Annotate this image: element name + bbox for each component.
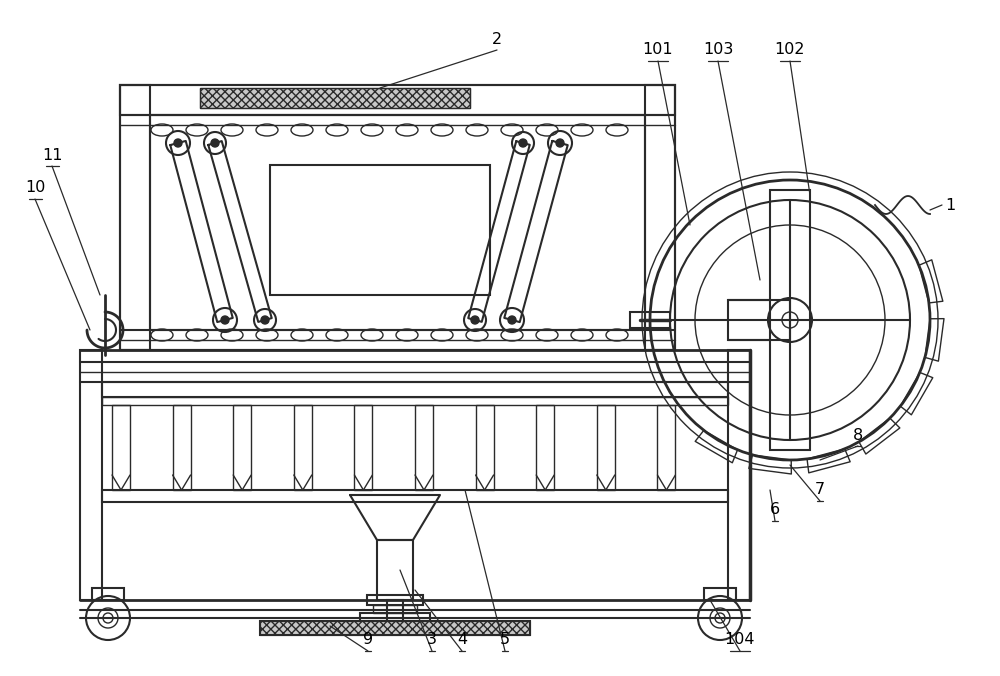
Bar xyxy=(200,88,470,108)
Bar xyxy=(387,600,403,630)
Bar xyxy=(377,540,413,600)
Bar xyxy=(102,397,728,405)
Circle shape xyxy=(556,139,564,147)
Bar xyxy=(354,405,372,490)
Bar xyxy=(260,621,530,635)
Bar xyxy=(630,312,670,328)
Circle shape xyxy=(211,139,219,147)
Bar xyxy=(80,350,102,600)
Bar xyxy=(415,405,433,490)
Text: 103: 103 xyxy=(703,43,733,57)
Text: 104: 104 xyxy=(725,633,755,648)
Bar xyxy=(120,85,675,350)
Bar xyxy=(657,405,675,490)
Text: 9: 9 xyxy=(363,633,373,648)
Circle shape xyxy=(471,316,479,324)
Bar xyxy=(233,405,251,490)
Bar xyxy=(294,405,312,490)
Text: 2: 2 xyxy=(492,32,502,47)
Circle shape xyxy=(508,316,516,324)
Bar xyxy=(597,405,615,490)
Text: 6: 6 xyxy=(770,502,780,518)
Circle shape xyxy=(519,139,527,147)
Text: 8: 8 xyxy=(853,427,863,443)
Bar xyxy=(150,115,645,330)
Bar xyxy=(102,382,728,397)
Bar xyxy=(112,405,130,490)
Bar xyxy=(645,85,675,350)
Bar xyxy=(120,85,150,350)
Text: 4: 4 xyxy=(457,633,467,648)
Bar xyxy=(173,405,191,490)
Text: 3: 3 xyxy=(427,633,437,648)
Text: 5: 5 xyxy=(500,633,510,648)
Bar xyxy=(200,88,470,108)
Text: 101: 101 xyxy=(643,43,673,57)
Text: 1: 1 xyxy=(945,197,955,212)
Bar xyxy=(728,300,790,340)
Bar xyxy=(728,350,750,600)
Bar xyxy=(770,190,810,450)
Text: 10: 10 xyxy=(25,180,45,195)
Text: 7: 7 xyxy=(815,483,825,498)
Bar xyxy=(260,621,530,635)
Bar xyxy=(373,605,417,613)
Text: 102: 102 xyxy=(775,43,805,57)
Circle shape xyxy=(261,316,269,324)
Bar xyxy=(476,405,494,490)
Bar xyxy=(102,490,728,502)
Text: 11: 11 xyxy=(42,147,62,162)
Bar xyxy=(704,588,736,600)
Bar xyxy=(270,165,490,295)
Bar xyxy=(367,595,423,605)
Circle shape xyxy=(221,316,229,324)
Bar xyxy=(360,613,430,621)
Bar xyxy=(536,405,554,490)
Bar xyxy=(120,85,675,115)
Bar xyxy=(92,588,124,600)
Circle shape xyxy=(174,139,182,147)
